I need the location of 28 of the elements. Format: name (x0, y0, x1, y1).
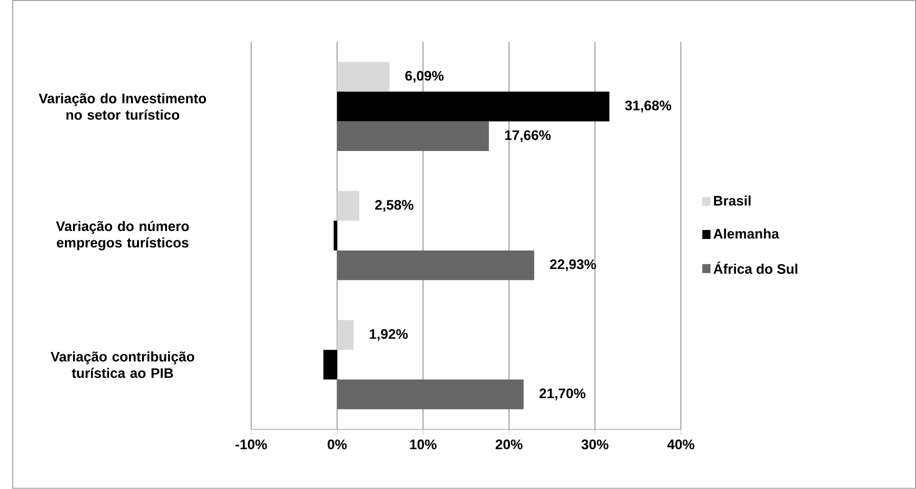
legend-label: Alemanha (713, 228, 780, 239)
bar (337, 92, 610, 122)
legend-label: Brasil (714, 196, 751, 206)
x-tick-label: 30% (581, 440, 608, 450)
x-tick-label: 10% (410, 440, 436, 450)
bar (337, 380, 524, 410)
data-label: 6,09% (405, 70, 444, 83)
bar (323, 350, 338, 380)
bar (337, 121, 489, 152)
x-tick-label: -10% (236, 440, 267, 450)
bar (337, 250, 534, 280)
x-tick-label: 40% (667, 440, 694, 450)
data-label: 2,58% (375, 200, 414, 212)
data-label: 21,70% (539, 388, 586, 400)
x-tick-label: 20% (496, 440, 522, 450)
data-label: 31,68% (625, 100, 672, 112)
y-tick-label: Variação contribuição turística ao PIB (50, 351, 194, 378)
bar (337, 320, 354, 350)
data-label: 17,66% (505, 130, 551, 142)
bar (337, 62, 390, 92)
legend-label: África do Sul (713, 262, 798, 274)
bar (337, 191, 360, 221)
x-tick-label: 0% (328, 440, 347, 450)
y-tick-label: Variação do Investimento no setor turístico (38, 93, 206, 120)
data-label: 22,93% (550, 259, 596, 272)
data-label: 1,92% (370, 329, 408, 341)
y-tick-label: Variação do número empregos turísticos (56, 220, 189, 250)
bar (334, 220, 338, 250)
